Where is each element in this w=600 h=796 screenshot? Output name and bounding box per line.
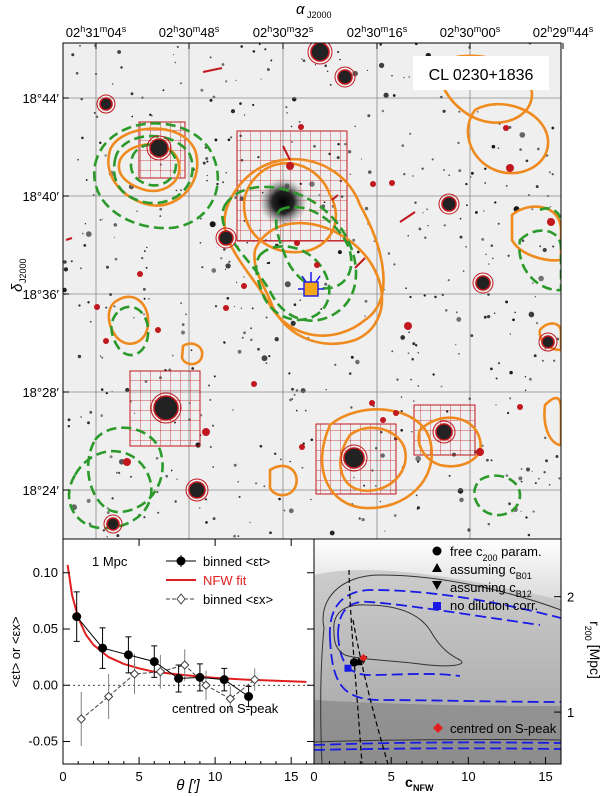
centre-annotation: centred on S-peak bbox=[172, 701, 279, 716]
confidence-contours bbox=[314, 569, 561, 764]
ra-tick-labels: 02h31m04s 02h30m48s 02h30m32s 02h30m16s 02h3… bbox=[66, 24, 594, 49]
cnfw-tick-label: 5 bbox=[388, 769, 395, 784]
nfw-legend: free c200 param. assuming cB01 assuming … bbox=[432, 544, 557, 736]
ra-tick-label: 02h29m44s bbox=[533, 24, 594, 40]
shear-legend: binned <εt> NFW fit binned <εx> bbox=[166, 554, 273, 607]
cross-shear-point bbox=[225, 694, 236, 704]
svg-text:α: α bbox=[296, 1, 305, 18]
theta-tick-label: 5 bbox=[135, 769, 142, 784]
svg-text:J2000: J2000 bbox=[18, 258, 28, 283]
theta-tick-label: 0 bbox=[59, 769, 66, 784]
cross-shear-point bbox=[155, 667, 166, 677]
svg-text:J2000: J2000 bbox=[307, 10, 332, 20]
legend-b12-label: assuming cB12 bbox=[450, 580, 532, 599]
legend-speak-marker bbox=[433, 723, 443, 733]
scale-annotation: 1 Mpc bbox=[92, 554, 128, 569]
cross-shear-point bbox=[179, 660, 190, 670]
ra-axis-title: α J2000 bbox=[296, 1, 332, 20]
dec-tick-label: 18°36′ bbox=[22, 287, 59, 302]
dec-tick-label: 18°24′ bbox=[22, 483, 59, 498]
sky-map-panel: CL 0230+1836 bbox=[62, 42, 562, 540]
ra-tick-label: 02h31m04s bbox=[66, 24, 127, 40]
svg-text:r200 [Mpc]: r200 [Mpc] bbox=[583, 621, 600, 679]
svg-text:c: c bbox=[405, 774, 413, 790]
theta-tick-label: 10 bbox=[208, 769, 222, 784]
cluster-label-box bbox=[413, 56, 549, 90]
dec-tick-label: 18°28′ bbox=[22, 385, 59, 400]
cross-shear-series bbox=[76, 649, 260, 746]
shear-tick-label: -0.05 bbox=[28, 734, 58, 749]
tangential-shear-point bbox=[174, 674, 184, 683]
cross-shear-point bbox=[129, 669, 140, 679]
legend-free-label: free c200 param. bbox=[450, 544, 542, 563]
legend-nfw-label: NFW fit bbox=[203, 573, 247, 588]
tangential-shear-point bbox=[244, 692, 254, 701]
dec-tick-label: 18°40′ bbox=[22, 189, 59, 204]
point-diamond bbox=[359, 653, 368, 662]
yellow-square-marker bbox=[298, 272, 324, 297]
tangential-shear-point bbox=[149, 657, 159, 667]
point-triangle-up bbox=[354, 657, 363, 666]
point-square bbox=[344, 664, 352, 672]
r200-tick-label: 1 bbox=[567, 705, 574, 720]
cross-shear-point bbox=[201, 680, 211, 690]
shear-tick-label: 0.05 bbox=[33, 621, 58, 636]
legend-et-label: binned <εt> bbox=[203, 554, 270, 569]
svg-text:δ: δ bbox=[9, 283, 26, 292]
r200-tick-label: 2 bbox=[567, 590, 574, 605]
tangential-shear-point bbox=[123, 650, 133, 660]
cnfw-tick-label: 0 bbox=[310, 769, 317, 784]
ra-tick-label: 02h30m16s bbox=[347, 24, 408, 40]
tangential-shear-point bbox=[72, 612, 82, 622]
shear-axis-ticks: 0 5 10 15 -0.05 0.00 0.05 0.10 bbox=[28, 539, 314, 784]
shear-tick-label: 0.00 bbox=[33, 677, 58, 692]
shear-axis-title: <εt> or <εx> bbox=[8, 617, 23, 688]
nfw-parameter-panel: 0 5 10 15 1 2 free c200 param. assuming cB01 … bbox=[310, 538, 600, 793]
cluster-name: CL 0230+1836 bbox=[429, 67, 534, 84]
legend-b01-marker bbox=[432, 563, 442, 572]
dec-tick-labels: 18°44′ 18°40′ 18°36′ 18°28′ 18°24′ bbox=[22, 91, 69, 498]
theta-tick-label: 15 bbox=[284, 769, 298, 784]
cross-shear-line bbox=[80, 664, 256, 720]
cross-shear-point bbox=[76, 714, 86, 724]
r200-axis-title: r200 [Mpc] bbox=[583, 621, 600, 679]
nfw-axis-ticks: 0 5 10 15 1 2 bbox=[310, 590, 574, 784]
legend-nodil-marker bbox=[433, 602, 441, 610]
legend-free-marker bbox=[432, 546, 442, 556]
tangential-shear-point bbox=[219, 675, 229, 685]
cnfw-tick-label: 10 bbox=[461, 769, 475, 784]
tangential-shear-series bbox=[72, 591, 254, 708]
svg-text:NFW: NFW bbox=[413, 783, 434, 793]
cross-shear-point bbox=[249, 674, 260, 685]
ra-tick-label: 02h30m00s bbox=[440, 24, 501, 40]
dec-axis-title: δ J2000 bbox=[9, 258, 28, 292]
legend-ex-label: binned <εx> bbox=[203, 592, 273, 607]
cross-shear-point bbox=[103, 691, 114, 702]
parameter-points bbox=[344, 653, 368, 672]
legend-b01-label: assuming cB01 bbox=[450, 562, 532, 581]
ra-tick-label: 02h30m48s bbox=[159, 24, 220, 40]
tangential-shear-point bbox=[195, 672, 205, 682]
ra-tick-label: 02h30m32s bbox=[253, 24, 314, 40]
svg-text:<εt> or <εx>: <εt> or <εx> bbox=[8, 617, 23, 688]
shear-tick-label: 0.10 bbox=[33, 565, 58, 580]
shear-profile-panel: 0 5 10 15 -0.05 0.00 0.05 0.10 1 Mpc centred on… bbox=[8, 538, 315, 794]
tangential-shear-point bbox=[98, 643, 108, 653]
theta-axis-title: θ [′] bbox=[176, 777, 200, 794]
main-cluster-core bbox=[259, 178, 307, 226]
red-circled-sources bbox=[65, 43, 558, 534]
dec-tick-label: 18°44′ bbox=[22, 91, 59, 106]
legend-nodil-label: no dilution corr. bbox=[450, 598, 538, 613]
cnfw-axis-title: c NFW bbox=[405, 774, 434, 793]
cnfw-tick-label: 15 bbox=[538, 769, 552, 784]
legend-speak-label: centred on S-peak bbox=[450, 721, 557, 736]
legend-b12-marker bbox=[432, 581, 442, 590]
